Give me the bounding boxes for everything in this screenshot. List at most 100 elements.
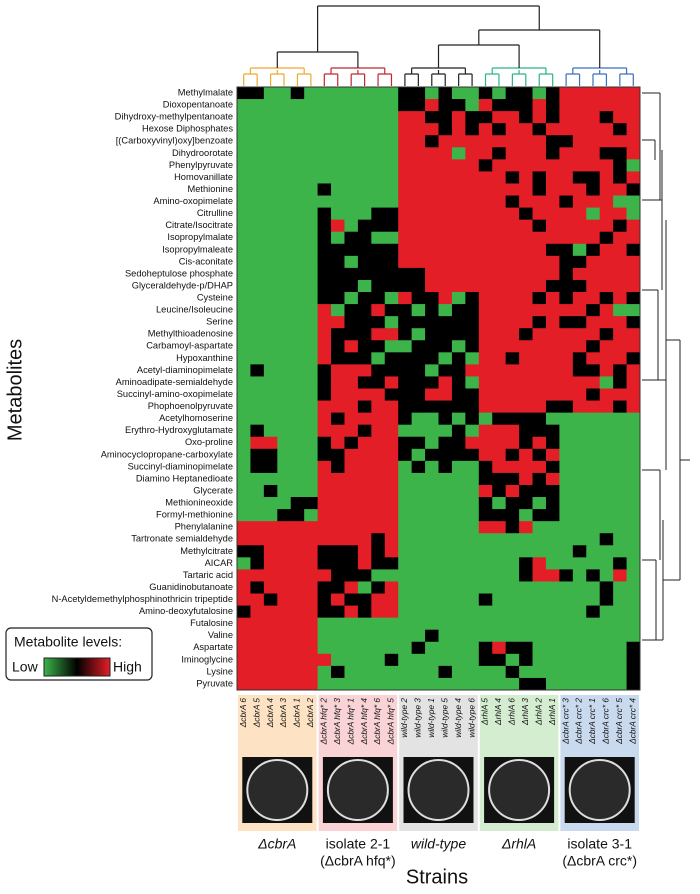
row-label: Aspartate	[193, 642, 233, 652]
heatmap-cell	[357, 653, 372, 667]
heatmap-cell	[492, 207, 507, 221]
heatmap-cell	[304, 147, 318, 160]
heatmap-cell	[384, 147, 399, 160]
heatmap-cell	[411, 424, 426, 438]
heatmap-cell	[626, 484, 641, 498]
heatmap-cell	[398, 617, 413, 631]
heatmap-cell	[545, 521, 560, 534]
column-dendrogram	[243, 67, 312, 86]
heatmap-cell	[425, 99, 439, 112]
heatmap-cell	[572, 629, 587, 643]
heatmap-cell	[519, 400, 533, 414]
heatmap-cell	[425, 509, 439, 522]
heatmap-cell	[492, 653, 507, 667]
heatmap-cell	[478, 605, 493, 619]
heatmap-cell	[304, 533, 318, 546]
heatmap-cell	[263, 219, 278, 233]
heatmap-cell	[398, 641, 413, 655]
heatmap-cell	[398, 195, 413, 208]
heatmap-cell	[545, 123, 560, 136]
heatmap-cell	[451, 292, 466, 305]
heatmap-cell	[304, 195, 318, 208]
heatmap-cell	[425, 605, 439, 619]
heatmap-cell	[317, 521, 332, 534]
heatmap-cell	[384, 99, 399, 112]
heatmap-cell	[519, 231, 533, 245]
heatmap-cell	[478, 183, 493, 196]
heatmap-cell	[451, 231, 466, 245]
heatmap-cell	[277, 617, 292, 631]
group-sublabel: (ΔcbrA crc*)	[562, 853, 637, 869]
heatmap-cell	[492, 352, 507, 365]
heatmap-cell	[237, 364, 251, 377]
heatmap-cell	[398, 557, 413, 570]
heatmap-cell	[250, 617, 265, 631]
heatmap-cell	[277, 364, 292, 377]
heatmap-cell	[357, 436, 372, 450]
heatmap-cell	[465, 569, 480, 582]
heatmap-cell	[357, 617, 372, 631]
heatmap-cell	[277, 292, 292, 305]
heatmap-cell	[505, 509, 520, 522]
heatmap-cell	[438, 436, 453, 450]
heatmap-cell	[559, 448, 574, 462]
heatmap-cell	[451, 135, 466, 148]
heatmap-cell	[371, 352, 386, 365]
heatmap-cell	[290, 243, 305, 257]
heatmap-cell	[357, 545, 372, 558]
heatmap-cell	[532, 472, 547, 486]
heatmap-cell	[277, 605, 292, 619]
heatmap-cell	[411, 641, 426, 655]
heatmap-cell	[492, 569, 507, 582]
heatmap-cell	[411, 159, 426, 172]
heatmap-cell	[465, 653, 480, 667]
heatmap-cell	[263, 279, 278, 293]
heatmap-cell	[492, 147, 507, 160]
heatmap-cell	[505, 195, 520, 208]
heatmap-cell	[237, 87, 251, 100]
heatmap-cell	[277, 641, 292, 655]
heatmap-cell	[586, 328, 601, 341]
plate-dish	[488, 759, 551, 821]
heatmap-cell	[425, 243, 439, 257]
heatmap-cell	[317, 135, 332, 148]
heatmap-cell	[451, 99, 466, 112]
heatmap-cell	[277, 219, 292, 233]
heatmap-cell	[237, 388, 251, 401]
heatmap-cell	[290, 388, 305, 401]
column-dendrogram	[323, 67, 393, 86]
heatmap-cell	[237, 340, 251, 353]
heatmap-cell	[626, 472, 641, 486]
heatmap-cell	[425, 171, 439, 184]
heatmap-cell	[451, 279, 466, 293]
heatmap-cell	[438, 497, 453, 510]
heatmap-cell	[465, 352, 480, 365]
heatmap-cell	[317, 292, 332, 305]
heatmap-cell	[478, 533, 493, 546]
heatmap-cell	[519, 629, 533, 643]
heatmap-cell	[438, 159, 453, 172]
heatmap-cell	[331, 653, 345, 667]
heatmap-cell	[626, 364, 641, 377]
heatmap-cell	[425, 424, 439, 438]
heatmap-cell	[438, 629, 453, 643]
heatmap-cell	[357, 376, 372, 389]
heatmap-cell	[344, 231, 359, 245]
heatmap-cell	[599, 653, 614, 667]
heatmap-cell	[465, 436, 480, 450]
column-label: ΔcbrA 3	[278, 698, 288, 729]
heatmap-cell	[451, 207, 466, 221]
heatmap-cell	[317, 183, 332, 196]
heatmap-cell	[290, 617, 305, 631]
heatmap-cell	[237, 436, 251, 450]
heatmap-cell	[344, 448, 359, 462]
heatmap-cell	[263, 497, 278, 510]
heatmap-cell	[559, 352, 574, 365]
heatmap-cell	[478, 267, 493, 281]
column-label: ΔrhlA 6	[507, 698, 517, 726]
heatmap-cell	[626, 545, 641, 558]
heatmap-cell	[559, 629, 574, 643]
heatmap-cell	[263, 135, 278, 148]
heatmap-cell	[599, 629, 614, 643]
heatmap-cell	[492, 279, 507, 293]
